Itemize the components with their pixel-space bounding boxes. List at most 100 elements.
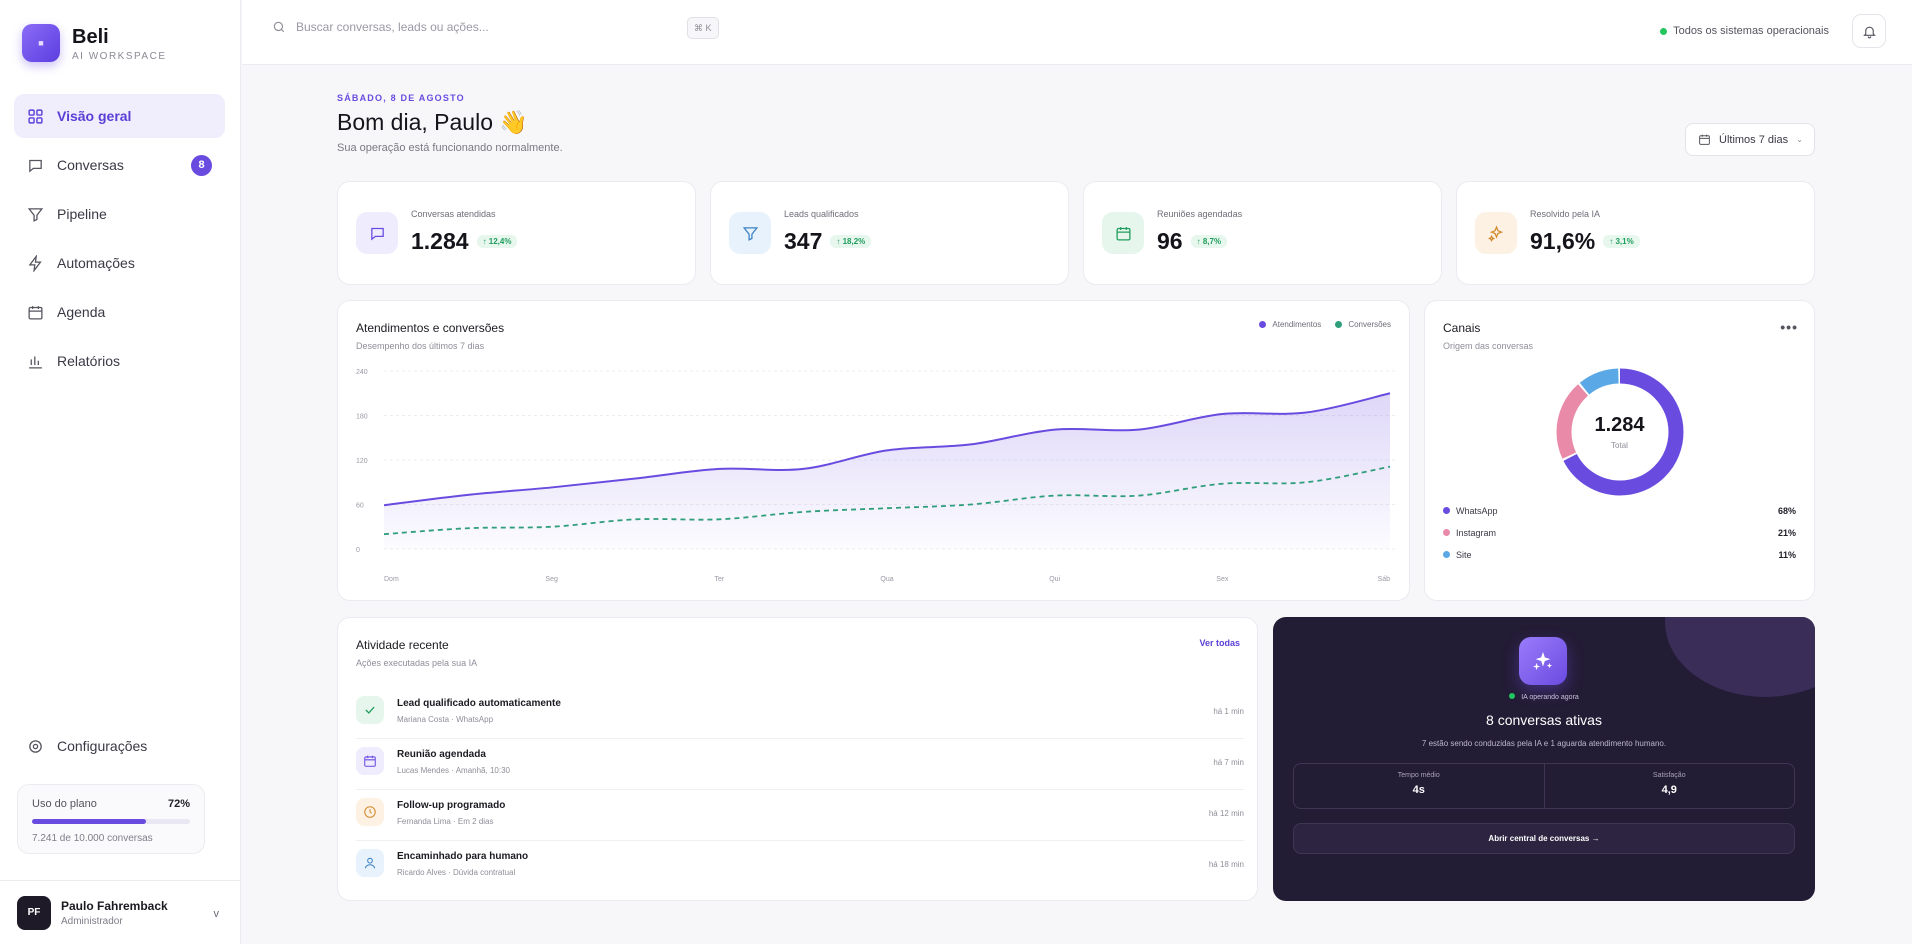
activity-time: há 7 min <box>1213 758 1244 767</box>
channels-title: Canais <box>1443 321 1481 335</box>
page-title: Bom dia, Paulo 👋 <box>337 109 529 135</box>
sidebar-item-label: Automações <box>57 255 135 271</box>
ai-stats: Tempo médio 4s Satisfação 4,9 <box>1293 763 1795 809</box>
sidebar-nav: Visão geral Conversas 8 Pipeline Automaç… <box>14 94 225 388</box>
sidebar-item-label: Configurações <box>57 738 148 754</box>
channel-dot-icon <box>1443 507 1450 514</box>
status-dot-icon <box>1509 693 1516 699</box>
kpi-label: Leads qualificados <box>784 209 859 219</box>
activity-time: há 18 min <box>1208 860 1244 869</box>
activity-row[interactable]: Reunião agendada Lucas Mendes · Amanhã, … <box>356 739 1244 790</box>
chat-icon <box>370 227 384 240</box>
ai-sparkle-badge <box>1519 637 1567 685</box>
calendar-icon <box>1699 134 1710 145</box>
activity-card: Atividade recente Ações executadas pela … <box>337 617 1258 901</box>
channel-percent: 21% <box>1777 528 1796 538</box>
search-icon <box>273 21 285 33</box>
chat-icon <box>29 159 42 172</box>
sidebar-item-automacoes[interactable]: Automações <box>14 241 225 285</box>
kpi-delta-badge: ↑ 18,2% <box>830 235 872 248</box>
x-tick-label: Sex <box>1216 576 1229 583</box>
status-dot-icon <box>1660 27 1668 35</box>
stat-tempo-medio: Tempo médio 4s <box>1294 764 1544 808</box>
date-range-select[interactable]: Últimos 7 dias ⌄ <box>1685 123 1815 156</box>
kpi-icon-box <box>1475 212 1517 254</box>
kpi-value: 91,6% <box>1530 228 1596 254</box>
funnel-icon <box>742 226 758 241</box>
brand[interactable]: ■ Beli AI WORKSPACE <box>22 24 167 62</box>
sidebar-item-conversas[interactable]: Conversas 8 <box>14 143 225 187</box>
topbar: ⌘ K Todos os sistemas operacionais <box>242 0 1912 65</box>
legend-item: Conversões <box>1335 320 1391 329</box>
open-conversations-button[interactable]: Abrir central de conversas → <box>1293 823 1795 854</box>
donut-total-label: Total <box>1611 441 1628 450</box>
chart-title: Atendimentos e conversões <box>356 321 505 335</box>
channel-name: WhatsApp <box>1456 506 1498 516</box>
kpi-label: Reuniões agendadas <box>1157 209 1243 219</box>
y-tick-label: 180 <box>356 414 368 421</box>
channel-dot-icon <box>1443 529 1450 536</box>
calendar-icon <box>364 755 376 767</box>
kpi-label: Conversas atendidas <box>411 209 496 219</box>
activity-row[interactable]: Encaminhado para humano Ricardo Alves · … <box>356 841 1244 892</box>
kpi-card-resolvido-ia: Resolvido pela IA 91,6% ↑ 3,1% <box>1456 181 1815 285</box>
y-tick-label: 120 <box>356 458 368 465</box>
sparkle-icon <box>1532 651 1553 671</box>
view-all-link[interactable]: Ver todas <box>1199 638 1240 648</box>
search-input[interactable] <box>296 20 656 34</box>
x-tick-label: Sáb <box>1378 576 1391 583</box>
user-role: Administrador <box>61 915 123 927</box>
sidebar-item-configuracoes[interactable]: Configurações <box>14 724 225 768</box>
activity-row[interactable]: Lead qualificado automaticamente Mariana… <box>356 688 1244 739</box>
user-profile[interactable]: PF Paulo Fahremback Administrador v <box>0 880 241 944</box>
channel-name: Instagram <box>1456 528 1497 538</box>
kpi-delta-badge: ↑ 3,1% <box>1603 235 1640 248</box>
x-tick-label: Seg <box>545 576 558 583</box>
activity-row[interactable]: Follow-up programado Fernanda Lima · Em … <box>356 790 1244 841</box>
gear-icon <box>29 739 42 753</box>
calendar-icon <box>28 305 43 320</box>
avatar: PF <box>17 895 51 930</box>
sidebar-item-visao-geral[interactable]: Visão geral <box>14 94 225 138</box>
sparkle-icon <box>1487 224 1503 242</box>
activity-icon-box <box>356 798 384 826</box>
unread-badge: 8 <box>191 154 212 176</box>
channels-subtitle: Origem das conversas <box>1443 341 1534 351</box>
notifications-button[interactable] <box>1852 14 1886 48</box>
user-name: Paulo Fahremback <box>61 898 168 913</box>
sidebar: ■ Beli AI WORKSPACE Visão geral Conversa… <box>0 0 241 944</box>
kpi-icon-box <box>356 212 398 254</box>
chart-subtitle: Desempenho dos últimos 7 dias <box>356 341 485 351</box>
stat-value: 4,9 <box>1661 784 1677 796</box>
bell-icon <box>1862 26 1876 38</box>
sidebar-item-relatorios[interactable]: Relatórios <box>14 339 225 383</box>
sidebar-item-pipeline[interactable]: Pipeline <box>14 192 225 236</box>
y-tick-label: 60 <box>356 503 364 510</box>
more-options-icon[interactable]: ••• <box>1780 319 1798 335</box>
sidebar-item-label: Conversas <box>57 157 124 173</box>
plan-usage-bar <box>32 819 190 824</box>
chevron-down-icon[interactable]: v <box>213 908 220 920</box>
channel-row-whatsapp: WhatsApp 68% <box>1443 506 1796 516</box>
date-range-value: Últimos 7 dias <box>1719 133 1789 146</box>
channel-row-site: Site 11% <box>1443 550 1796 560</box>
system-status-text: Todos os sistemas operacionais <box>1673 25 1829 37</box>
bolt-icon <box>28 254 42 272</box>
channel-percent: 11% <box>1778 550 1796 560</box>
activity-subtitle: Ações executadas pela sua IA <box>356 658 478 668</box>
sidebar-item-agenda[interactable]: Agenda <box>14 290 225 334</box>
activity-time: há 1 min <box>1213 707 1244 716</box>
check-icon <box>365 706 375 714</box>
activity-detail: Ricardo Alves · Dúvida contratual <box>397 868 516 877</box>
kpi-card-conversas: Conversas atendidas 1.284 ↑ 12,4% <box>337 181 696 285</box>
brand-name: Beli <box>72 25 109 48</box>
sidebar-item-label: Visão geral <box>57 108 132 124</box>
page-subtitle: Sua operação está funcionando normalment… <box>337 142 563 154</box>
sidebar-item-label: Agenda <box>57 304 106 320</box>
funnel-icon <box>27 207 44 222</box>
activity-icon-box <box>356 747 384 775</box>
kpi-card-reunioes: Reuniões agendadas 96 ↑ 8,7% <box>1083 181 1442 285</box>
channel-row-instagram: Instagram 21% <box>1443 528 1796 538</box>
grid-icon <box>28 108 43 124</box>
series-line-conversoes <box>383 465 1391 536</box>
